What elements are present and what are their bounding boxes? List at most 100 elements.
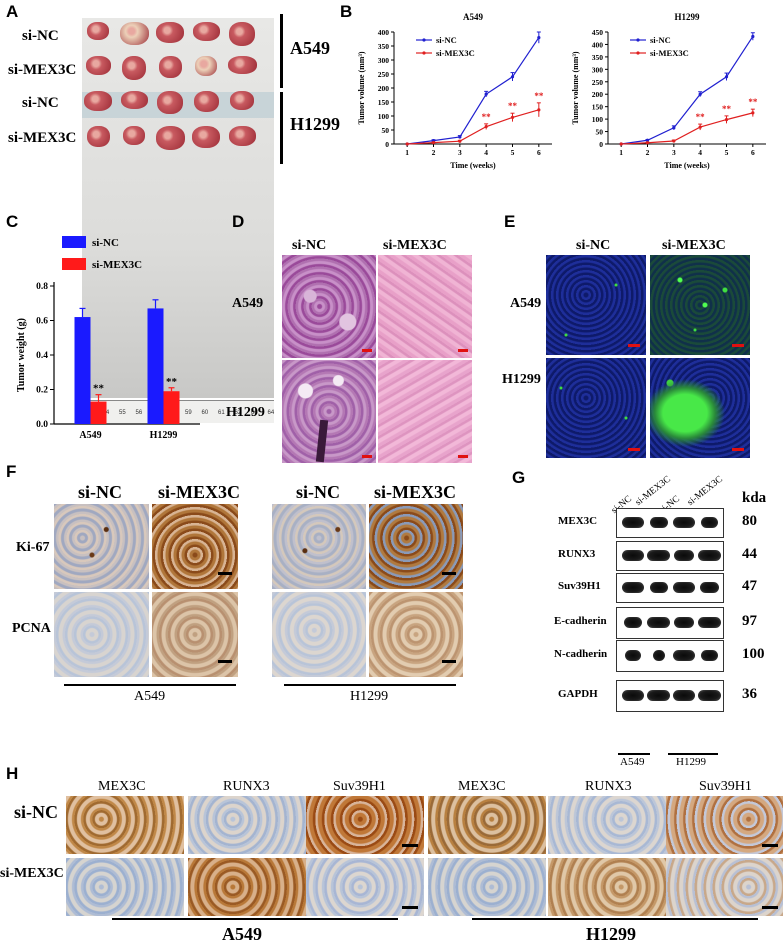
- blot-band: [622, 550, 644, 561]
- data-point: [672, 126, 676, 130]
- ihc-image: [428, 858, 546, 916]
- significance-marker: **: [166, 376, 178, 388]
- data-point: [431, 141, 436, 145]
- legend-swatch: [62, 258, 86, 270]
- data-point: [484, 125, 488, 129]
- blot-band: [624, 617, 642, 628]
- blot-kda-value: 80: [742, 513, 757, 529]
- data-point: [698, 92, 702, 96]
- blot-protein-label: Suv39H1: [558, 580, 601, 592]
- panel-f-col-3: si-NC: [296, 482, 340, 502]
- ruler-number: 63: [251, 410, 258, 416]
- panel-h-group-a549: A549: [222, 924, 262, 944]
- blot-protein-label: GAPDH: [558, 688, 598, 700]
- scale-bar: [402, 844, 418, 847]
- ihc-image: [188, 796, 306, 854]
- bar: [74, 317, 91, 424]
- if-image-a549-simex3c: [650, 255, 750, 355]
- he-image-h1299-sinc: [282, 360, 376, 463]
- y-tick-label: 150: [592, 103, 604, 112]
- blot-membrane: [616, 541, 724, 571]
- blot-band: [701, 517, 718, 528]
- blot-protein-label: E-cadherin: [554, 615, 607, 627]
- blot-band: [652, 650, 665, 661]
- panel-f-col-2: si-MEX3C: [158, 482, 240, 502]
- significance-marker: **: [534, 91, 544, 101]
- panel-a-row-2: si-MEX3C: [8, 62, 77, 78]
- data-point: [537, 36, 541, 40]
- kda-unit-label: kda: [742, 490, 767, 506]
- data-point: [619, 142, 623, 146]
- blot-kda-value: 97: [742, 613, 757, 629]
- blot-kda-value: 47: [742, 578, 757, 594]
- y-tick-label: 0.0: [36, 420, 48, 430]
- x-tick-label: A549: [79, 430, 101, 440]
- y-tick-label: 350: [378, 42, 390, 51]
- ihc-ki67-a549-sinc: [54, 504, 149, 589]
- panel-b-letter: B: [340, 2, 353, 21]
- legend-label: si-NC: [92, 237, 119, 249]
- significance-marker: **: [93, 383, 105, 395]
- scale-bar: [762, 906, 778, 909]
- y-tick-label: 400: [378, 28, 390, 37]
- panel-d-row-1: A549: [232, 296, 264, 311]
- legend-label: si-MEX3C: [92, 259, 142, 271]
- legend-label: si-NC: [650, 35, 671, 45]
- ruler-number: 56: [135, 410, 143, 416]
- panel-h-group-h1299: H1299: [586, 924, 637, 944]
- blot-band: [672, 517, 696, 528]
- y-axis-label: Tumor volume (mm³): [571, 51, 580, 124]
- ruler-number: 61: [218, 410, 225, 416]
- tumor-specimen: [157, 91, 183, 114]
- blot-protein-label: RUNX3: [558, 548, 596, 560]
- scale-bar: [628, 448, 640, 451]
- y-tick-label: 200: [378, 84, 390, 93]
- x-axis-label: Time (weeks): [664, 161, 710, 170]
- y-tick-label: 50: [382, 126, 390, 135]
- y-tick-label: 350: [592, 53, 604, 62]
- x-tick-label: 1: [405, 148, 409, 157]
- ihc-image: [428, 796, 546, 854]
- bar: [163, 391, 180, 424]
- significance-marker: **: [508, 101, 518, 111]
- panel-a-group-h1299: H1299: [290, 114, 341, 134]
- if-image-a549-sinc: [546, 255, 646, 355]
- scale-bar: [458, 349, 468, 352]
- tumor-specimen: [195, 56, 217, 76]
- ihc-pcna-h1299-simex3c: [369, 592, 463, 677]
- group-underline-a549: [112, 918, 398, 920]
- panel-h-col-4: MEX3C: [458, 779, 506, 794]
- x-tick-label: 6: [537, 148, 541, 157]
- panel-f-row-2: PCNA: [12, 621, 51, 636]
- blot-protein-label: N-cadherin: [554, 648, 608, 660]
- y-tick-label: 200: [592, 90, 604, 99]
- tumor-specimen: [86, 126, 110, 147]
- panel-f-letter: F: [6, 462, 17, 481]
- blot-band: [672, 690, 696, 701]
- panel-h-col-2: RUNX3: [223, 779, 270, 794]
- panel-h-col-1: MEX3C: [98, 779, 146, 794]
- x-tick-label: 4: [484, 148, 488, 157]
- blot-band: [701, 650, 718, 661]
- blot-kda-value: 100: [742, 646, 765, 662]
- series-line: [407, 37, 540, 145]
- panel-g-letter: G: [512, 468, 526, 487]
- data-point: [510, 75, 515, 79]
- significance-marker: **: [482, 112, 492, 122]
- ihc-ki67-h1299-simex3c: [369, 504, 463, 589]
- scale-bar: [442, 660, 456, 663]
- panel-h-col-6: Suv39H1: [699, 779, 752, 794]
- legend-label: si-NC: [436, 35, 457, 45]
- blot-lane-label: si-MEX3C: [685, 474, 725, 508]
- blot-kda-value: 44: [742, 546, 757, 562]
- y-tick-label: 0.6: [36, 317, 48, 327]
- panel-h-col-5: RUNX3: [585, 779, 632, 794]
- panel-h-row-1: si-NC: [14, 802, 58, 822]
- blot-band: [674, 617, 694, 628]
- he-image-h1299-simex3c: [378, 360, 472, 463]
- y-tick-label: 0.8: [36, 282, 48, 292]
- panel-e-col-2: si-MEX3C: [662, 238, 726, 253]
- bar: [90, 401, 107, 424]
- data-point: [724, 118, 729, 122]
- x-tick-label: 3: [458, 148, 462, 157]
